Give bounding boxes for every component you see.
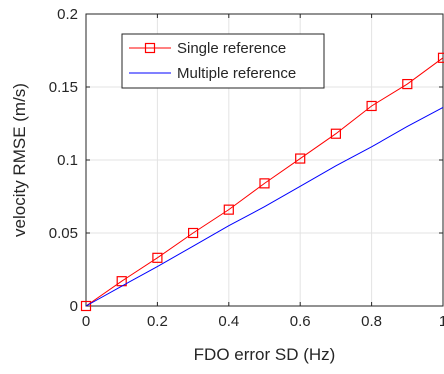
y-tick-label: 0.1 [57,152,78,169]
data-point [295,153,306,164]
x-tick-label: 0.2 [147,313,168,330]
x-tick-label: 1 [439,313,444,330]
legend: Single reference Multiple reference [121,33,325,89]
data-point [223,204,234,215]
x-tick-label: 0 [82,313,90,330]
y-tick-label: 0.2 [57,6,78,23]
y-tick-label: 0 [70,298,78,315]
series-line-1 [85,106,444,307]
legend-item-multiple-reference: Multiple reference [129,65,296,82]
legend-box [121,33,325,89]
y-tick-label: 0.15 [49,79,78,96]
x-tick-label: 0.6 [290,313,311,330]
x-tick-label: 0.4 [218,313,239,330]
data-point [259,178,270,189]
data-point [437,52,444,63]
data-point [366,100,377,112]
series-line-0 [85,57,444,307]
legend-marker-single-reference [144,42,156,54]
x-tick-label: 0.8 [361,313,382,330]
data-series [80,52,444,312]
x-tick-labels: 0 0.2 0.4 0.6 0.8 1 [82,313,444,330]
y-axis-label: velocity RMSE (m/s) [10,83,29,237]
data-point [330,128,341,139]
y-tick-labels: 0 0.05 0.1 0.15 0.2 [49,6,78,315]
data-point [402,78,413,90]
data-point [188,227,199,239]
data-point [152,252,163,263]
legend-item-single-reference: Single reference [129,40,286,57]
legend-label-multiple-reference: Multiple reference [177,65,296,82]
legend-label-single-reference: Single reference [177,40,286,57]
axis-ticks [85,13,444,307]
data-point [80,300,92,312]
y-tick-label: 0.05 [49,225,78,242]
x-axis-label: FDO error SD (Hz) [194,345,336,364]
